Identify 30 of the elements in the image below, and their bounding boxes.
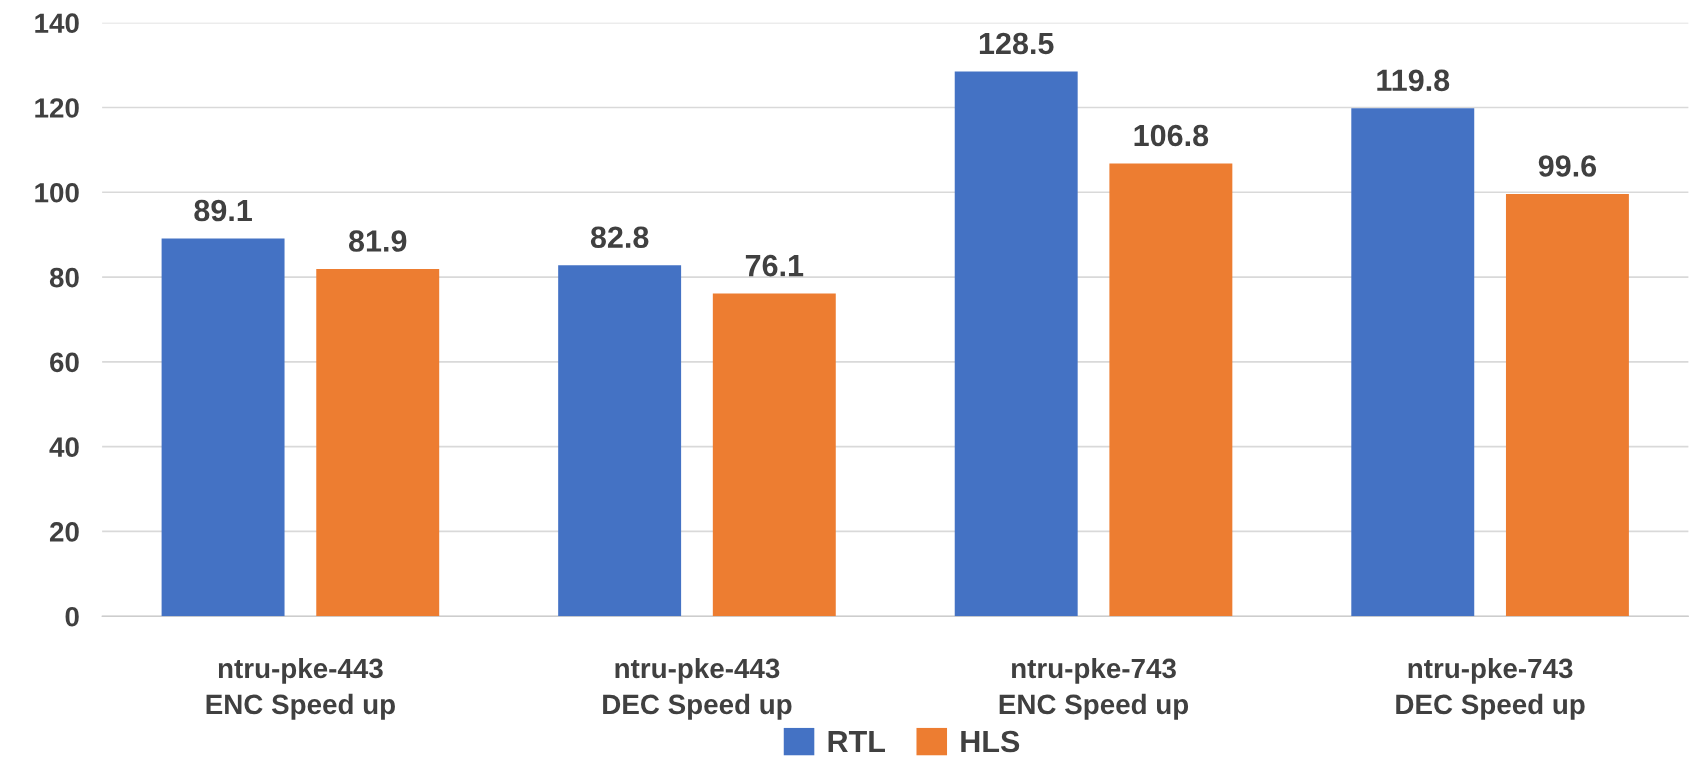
data-label: 81.9 — [348, 230, 407, 252]
y-tick-label: 80 — [49, 267, 79, 288]
data-label: 119.8 — [1377, 69, 1450, 92]
y-tick-label: 20 — [49, 522, 79, 542]
y-tick-label: 140 — [35, 13, 79, 34]
bar — [954, 71, 1078, 617]
bar — [161, 238, 285, 617]
bar — [712, 293, 836, 617]
x-tick-label: ntru-pke-443 ENC Speed up — [206, 657, 395, 720]
data-label: 76.1 — [745, 254, 804, 277]
bar — [1351, 108, 1475, 617]
x-tick-label: ntru-pke-743 DEC Speed up — [1396, 657, 1585, 720]
x-tick-label: ntru-pke-743 ENC Speed up — [999, 657, 1189, 720]
bar — [1505, 193, 1629, 617]
data-label: 106.8 — [1134, 124, 1209, 147]
y-tick-label: 0 — [65, 606, 79, 627]
data-label: 89.1 — [194, 199, 252, 222]
y-tick-label: 120 — [35, 98, 79, 118]
x-tick-label: ntru-pke-443 DEC Speed up — [603, 657, 792, 720]
y-tick-label: 60 — [50, 352, 79, 373]
bar — [1109, 163, 1233, 617]
data-label: 128.5 — [979, 32, 1054, 55]
y-tick-label: 100 — [35, 182, 79, 203]
data-label: 99.6 — [1538, 155, 1597, 177]
legend-label: HLS — [961, 730, 1020, 753]
bar — [558, 265, 682, 617]
legend-label: RTL — [828, 731, 885, 753]
data-label: 82.8 — [590, 226, 649, 249]
y-tick-label: 40 — [49, 437, 79, 457]
bar — [316, 269, 440, 617]
